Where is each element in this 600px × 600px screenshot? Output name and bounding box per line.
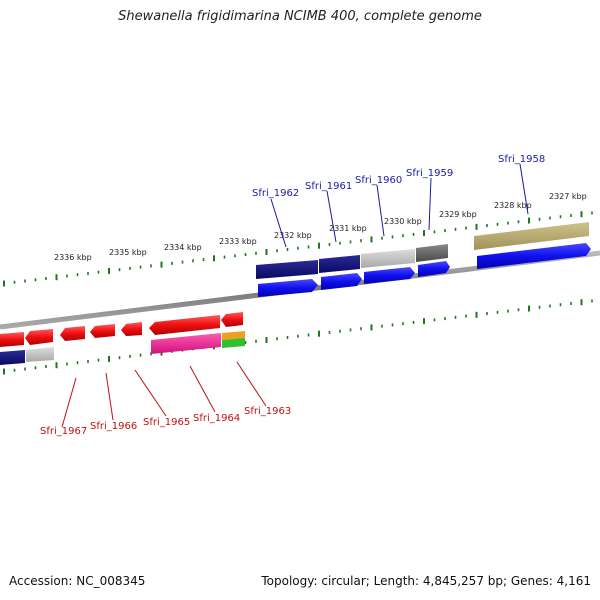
gene-arrow-forward[interactable] [364, 267, 415, 284]
gene-label[interactable]: Sfri_1965 [143, 417, 190, 428]
forward-genes [258, 243, 591, 297]
gene-label[interactable]: Sfri_1962 [252, 188, 299, 199]
gene-bar-gray [26, 347, 54, 362]
reverse-genes [0, 312, 243, 347]
ruler-label: 2331 kbp [329, 224, 367, 233]
ruler-label: 2334 kbp [164, 243, 202, 252]
leader-lines-forward [270, 163, 529, 248]
gene-arrow-reverse[interactable] [25, 329, 53, 345]
leader-line [134, 369, 167, 417]
gene-label[interactable]: Sfri_1964 [193, 413, 240, 424]
leader-line [61, 377, 77, 428]
gene-arrow-reverse[interactable] [0, 332, 24, 347]
ruler-label: 2330 kbp [384, 217, 422, 226]
ruler-label: 2328 kbp [494, 201, 532, 210]
ruler-label: 2329 kbp [439, 210, 477, 219]
gene-arrow-reverse[interactable] [149, 315, 220, 335]
ruler-label: 2333 kbp [219, 237, 257, 246]
topology-text: Topology: circular; Length: 4,845,257 bp… [261, 574, 591, 588]
leader-line [105, 372, 114, 421]
reverse-gene-labels: Sfri_1967 Sfri_1966 Sfri_1965 Sfri_1964 … [40, 406, 291, 437]
accession-text: Accession: NC_008345 [9, 574, 146, 588]
ruler-label: 2332 kbp [274, 231, 312, 240]
gene-label[interactable]: Sfri_1960 [355, 175, 402, 186]
gene-bar-green [222, 338, 245, 348]
gene-arrow-reverse[interactable] [221, 312, 243, 327]
gene-bar-gray [361, 249, 415, 268]
gene-label[interactable]: Sfri_1961 [305, 181, 352, 192]
gene-bar-olive [474, 222, 589, 250]
gene-bar-navy [256, 260, 318, 279]
gene-arrow-reverse[interactable] [60, 326, 85, 341]
ruler-label: 2336 kbp [54, 253, 92, 262]
gene-arrow-forward[interactable] [477, 243, 591, 269]
gene-label[interactable]: Sfri_1958 [498, 154, 545, 165]
gene-label[interactable]: Sfri_1967 [40, 426, 87, 437]
gene-bar-orange [222, 331, 245, 340]
leader-line [236, 361, 267, 407]
leader-line [189, 365, 216, 413]
gene-bar-navy [319, 255, 360, 273]
gene-label[interactable]: Sfri_1966 [90, 421, 137, 432]
gene-bar-navy [0, 350, 25, 365]
ruler-label: 2335 kbp [109, 248, 147, 257]
forward-track-bars [256, 222, 589, 279]
leader-line [428, 177, 432, 231]
gene-label[interactable]: Sfri_1959 [406, 168, 453, 179]
leader-line [519, 163, 529, 215]
ruler-ticks-inner [3, 299, 593, 375]
map-title: Shewanella frigidimarina NCIMB 400, comp… [118, 9, 482, 24]
gene-arrow-forward[interactable] [321, 273, 362, 290]
gene-arrow-forward[interactable] [418, 261, 450, 277]
gene-arrow-reverse[interactable] [121, 322, 142, 336]
gene-bar-darkgray [416, 244, 448, 262]
gene-label[interactable]: Sfri_1963 [244, 406, 291, 417]
gene-arrow-forward[interactable] [258, 279, 318, 297]
gene-arrow-reverse[interactable] [90, 324, 115, 338]
ruler-ticks-outer [3, 211, 593, 287]
leader-lines-reverse [61, 361, 267, 428]
ruler-label: 2327 kbp [549, 192, 587, 201]
leader-line [326, 190, 337, 243]
leader-line [376, 184, 385, 237]
ruler-labels: 2336 kbp 2335 kbp 2334 kbp 2333 kbp 2332… [54, 192, 587, 262]
leader-line [270, 198, 287, 248]
reverse-track-bars [0, 331, 245, 365]
gene-bar-pink [151, 333, 221, 354]
forward-gene-labels: Sfri_1962 Sfri_1961 Sfri_1960 Sfri_1959 … [252, 154, 545, 199]
